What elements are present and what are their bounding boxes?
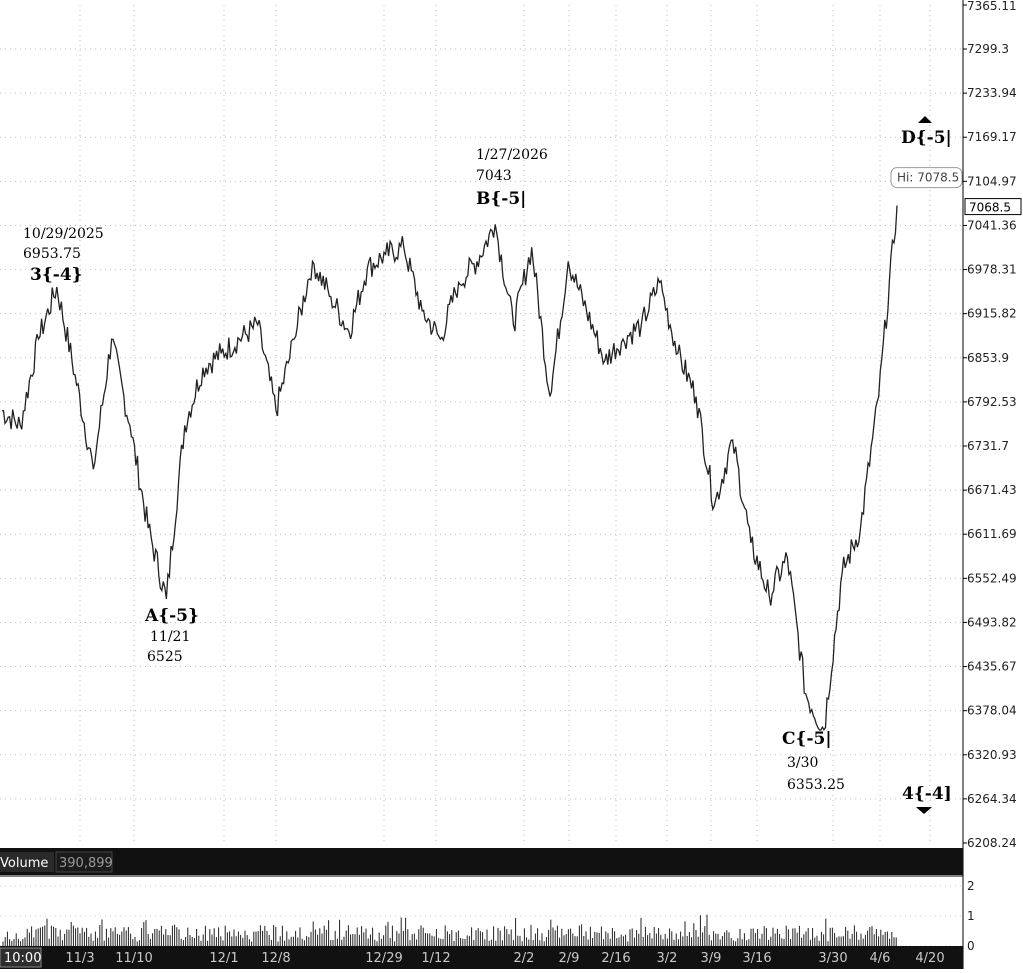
last-price-label: 7068.5 (969, 201, 1011, 215)
wave-d-label: D{-5| (901, 128, 952, 148)
wave-b-price: 7043 (476, 168, 512, 184)
volume-header-bar (0, 848, 963, 875)
last-price-box (964, 198, 1022, 216)
wave-b-label: B{-5| (476, 189, 526, 209)
price-tick-label: 6552.49 (967, 571, 1017, 585)
high-bubble-box (890, 167, 963, 189)
wave-3-date: 10/29/2025 (23, 226, 104, 242)
wave-4-down-arrow (916, 807, 932, 814)
price-tick-label: 6915.82 (967, 307, 1017, 321)
date-cursor-label: 10:00 (4, 951, 41, 966)
volume-tick-label: 2 (967, 879, 975, 893)
price-tick-label: 6671.43 (967, 483, 1017, 497)
date-tick-label: 12/29 (365, 951, 402, 966)
date-tick-label: 12/1 (209, 951, 238, 966)
date-tick-label: 2/9 (559, 951, 580, 966)
wave-a-label: A{-5} (144, 606, 199, 626)
date-tick-label: 2/16 (601, 951, 630, 966)
volume-tick-label: 1 (967, 909, 975, 923)
volume-tick-label: 0 (967, 939, 975, 953)
price-layer (1, 205, 898, 732)
wave-4-label: 4{-4] (902, 784, 952, 804)
volume-value: 390,899 (59, 856, 113, 871)
grid-layer (0, 5, 963, 843)
price-tick-label: 6792.53 (967, 395, 1017, 409)
price-series-line (1, 205, 898, 732)
price-tick-label: 6378.04 (967, 704, 1017, 718)
wave-c-price: 6353.25 (787, 777, 845, 793)
price-tick-label: 6611.69 (967, 527, 1017, 541)
high-bubble-label: Hi: 7078.5 (897, 171, 959, 185)
wave-3-label: 3{-4} (30, 265, 83, 285)
price-tick-label: 6208.24 (967, 836, 1017, 850)
date-tick-label: 1/12 (421, 951, 450, 966)
date-tick-label: 3/30 (818, 951, 847, 966)
date-tick-label: 11/10 (115, 951, 152, 966)
volume-title: Volume (0, 856, 48, 871)
wave-a-date: 11/21 (150, 629, 190, 645)
date-tick-label: 11/3 (65, 951, 94, 966)
wave-3-price: 6953.75 (23, 246, 81, 262)
date-axis: 10:00 11/3 11/10 12/1 12/8 12/29 1/12 2/2 2/9 2/1… (0, 946, 963, 969)
wave-d-up-arrow (918, 116, 932, 123)
price-tick-label: 7169.17 (967, 130, 1017, 144)
wave-a-price: 6525 (147, 649, 183, 665)
last-price-marker: 7068.5 (964, 198, 1022, 216)
price-tick-label: 6731.7 (967, 439, 1009, 453)
volume-value-box (55, 851, 113, 873)
date-tick-label: 12/8 (261, 951, 290, 966)
date-axis-bar (0, 946, 963, 969)
price-tick-label: 7299.3 (967, 42, 1009, 56)
price-tick-label: 6264.34 (967, 792, 1017, 806)
price-tick-label: 7041.36 (967, 218, 1017, 232)
date-tick-label: 4/6 (870, 951, 891, 966)
volume-title-box (0, 852, 54, 872)
price-tick-label: 6493.82 (967, 615, 1017, 629)
price-tick-label: 6435.67 (967, 660, 1017, 674)
annotation-layer: 10/29/2025 6953.75 3{-4} A{-5} 11/21 6525 1/27… (23, 116, 952, 814)
wave-c-date: 3/30 (787, 755, 818, 771)
wave-c-label: C{-5| (782, 729, 832, 749)
price-tick-label: 6978.31 (967, 263, 1017, 277)
price-tick-label: 7104.97 (967, 174, 1017, 188)
date-tick-label: 3/9 (701, 951, 722, 966)
date-tick-label: 4/20 (915, 951, 944, 966)
date-tick-label: 3/16 (742, 951, 771, 966)
date-tick-label: 2/2 (514, 951, 535, 966)
price-tick-label: 6853.9 (967, 351, 1009, 365)
date-cursor-box (0, 947, 42, 968)
date-tick-label: 3/2 (657, 951, 678, 966)
price-tick-label: 7365.11 (967, 0, 1017, 13)
price-axis: 7365.11 7299.3 7233.94 7169.17 7104.97 7041.3… (890, 0, 1022, 850)
volume-panel: Volume 390,899 2 1 0 (0, 848, 975, 953)
price-tick-label: 6320.93 (967, 748, 1017, 762)
price-tick-label: 7233.94 (967, 86, 1017, 100)
wave-b-date: 1/27/2026 (476, 147, 548, 163)
high-price-bubble: Hi: 7078.5 (890, 167, 963, 189)
